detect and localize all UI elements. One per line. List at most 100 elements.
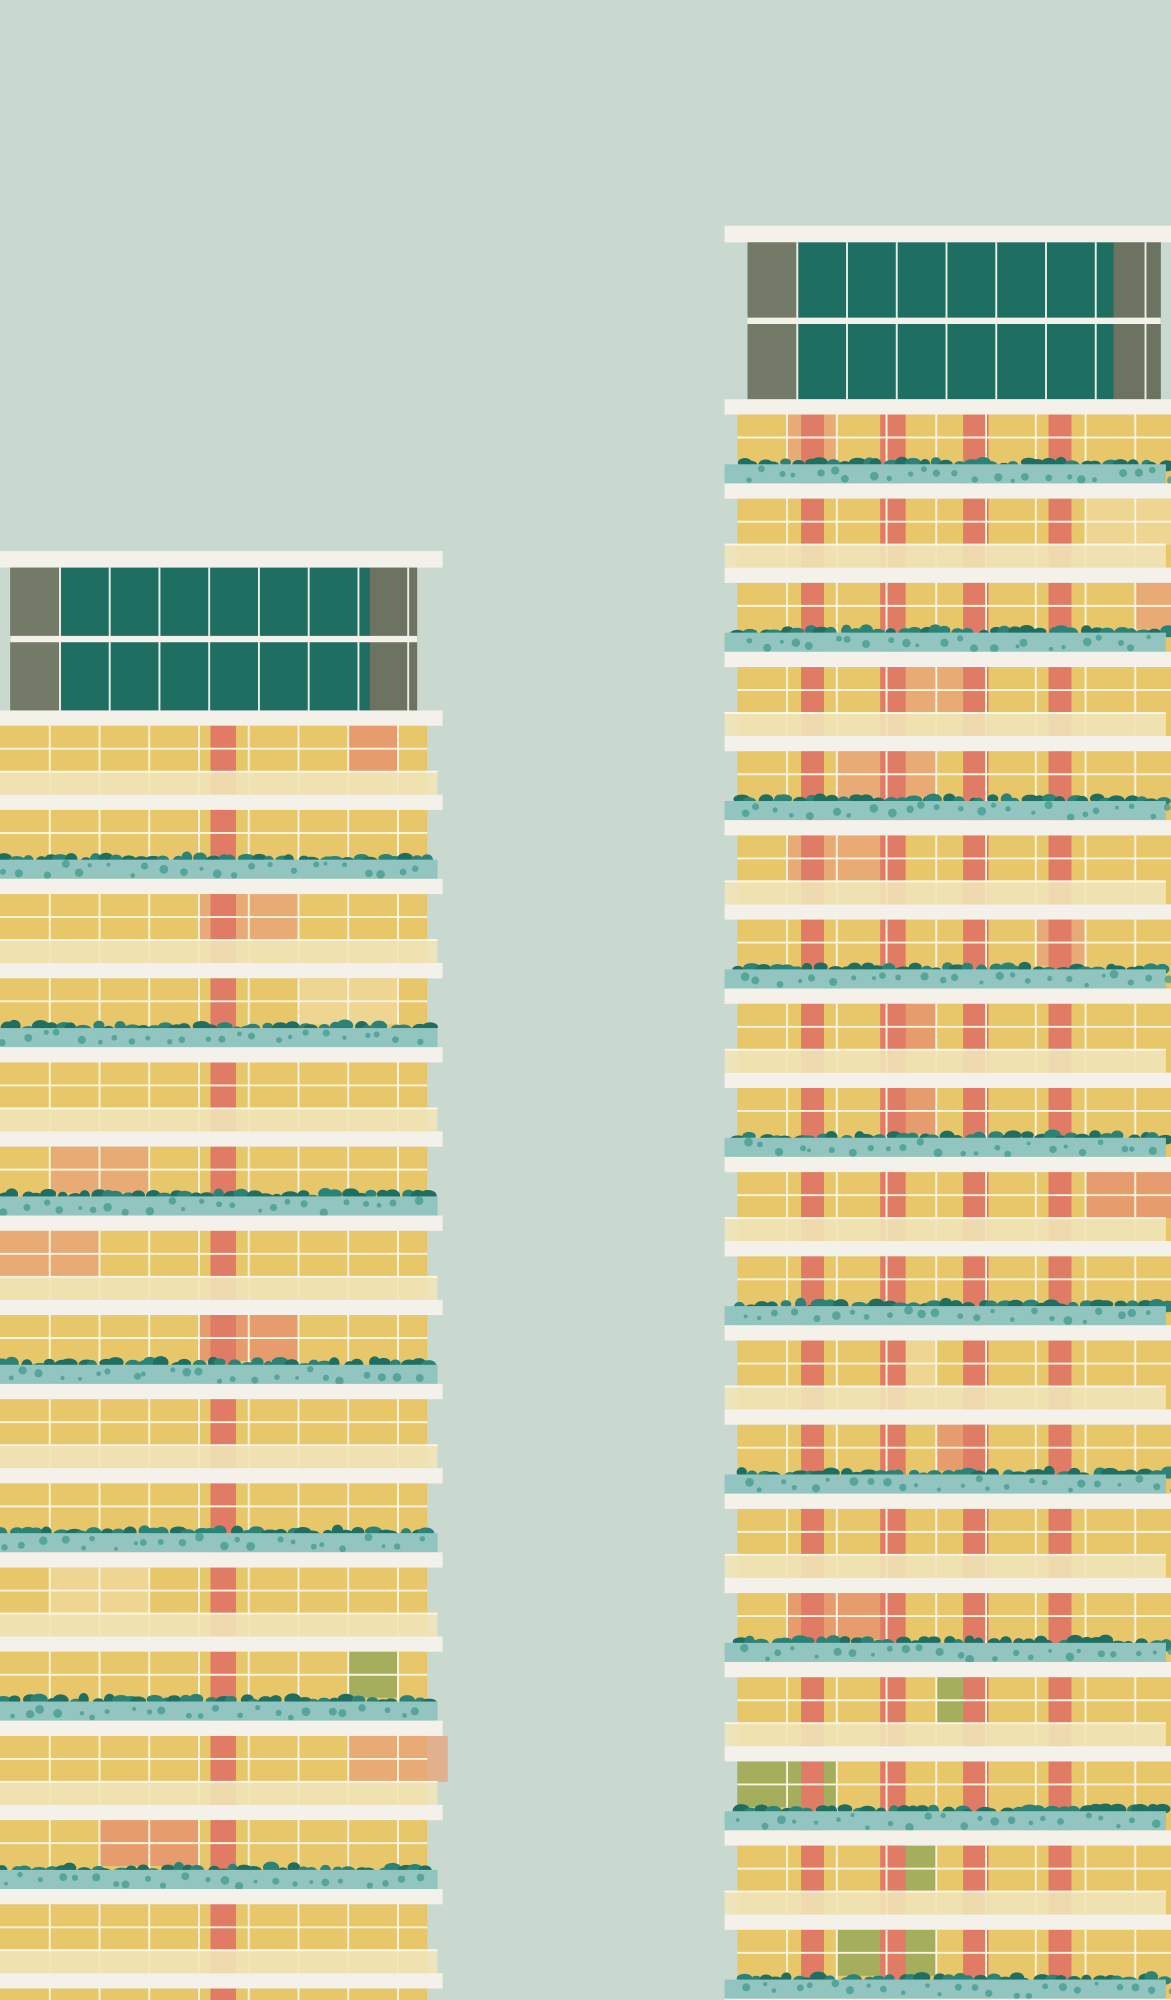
slab bbox=[724, 988, 1171, 1004]
foliage-dot bbox=[1061, 644, 1066, 650]
foliage-dot bbox=[763, 1981, 768, 1987]
foliage-dot bbox=[276, 1037, 282, 1044]
foliage-dot bbox=[832, 1311, 841, 1320]
foliage-dot bbox=[8, 1375, 14, 1381]
foliage-dot bbox=[940, 1812, 946, 1819]
column bbox=[210, 1988, 236, 2000]
slab bbox=[0, 1383, 443, 1400]
floor bbox=[0, 1383, 443, 1469]
floor bbox=[0, 878, 443, 964]
floor bbox=[724, 1493, 1171, 1578]
foliage-dot bbox=[1077, 1479, 1086, 1488]
foliage-dot bbox=[96, 1371, 102, 1377]
foliage-dot bbox=[392, 1373, 402, 1382]
foliage-dot bbox=[756, 1315, 762, 1321]
foliage-dot bbox=[886, 475, 893, 482]
foliage-dot bbox=[756, 1141, 763, 1148]
foliage-dot bbox=[965, 1654, 975, 1664]
railing bbox=[724, 881, 1166, 905]
foliage-dot bbox=[23, 1203, 31, 1212]
foliage-dot bbox=[899, 1483, 907, 1492]
foliage-dot bbox=[779, 639, 784, 644]
slab bbox=[0, 1131, 443, 1147]
foliage-dot bbox=[1127, 979, 1134, 986]
planter bbox=[724, 801, 1166, 821]
foliage-dot bbox=[977, 806, 987, 816]
foliage-dot bbox=[831, 466, 840, 475]
foliage-dot bbox=[319, 1542, 325, 1548]
foliage-dot bbox=[218, 1035, 226, 1043]
foliage-dot bbox=[295, 1376, 299, 1380]
foliage-dot bbox=[106, 862, 111, 867]
foliage-dot bbox=[1024, 977, 1031, 984]
floor bbox=[724, 1830, 1171, 1915]
foliage-dot bbox=[130, 873, 136, 878]
foliage-dot bbox=[1027, 1654, 1034, 1661]
foliage-dot bbox=[849, 1477, 859, 1486]
floor bbox=[724, 988, 1171, 1073]
foliage-dot bbox=[220, 1541, 229, 1551]
foliage-dot bbox=[302, 1029, 309, 1036]
foliage-dot bbox=[1093, 1480, 1101, 1488]
foliage-dot bbox=[366, 1882, 373, 1889]
foliage-dot bbox=[758, 465, 765, 473]
foliage-dot bbox=[933, 1148, 943, 1158]
foliage-dot bbox=[168, 1197, 177, 1205]
foliage-dot bbox=[363, 1371, 371, 1379]
foliage-dot bbox=[957, 1313, 964, 1320]
foliage-dot bbox=[1131, 1983, 1140, 1992]
foliage-dot bbox=[899, 1144, 907, 1152]
foliage-dot bbox=[960, 1150, 966, 1157]
foliage-dot bbox=[971, 1984, 979, 1991]
foliage-dot bbox=[887, 1312, 893, 1319]
foliage-dot bbox=[743, 1314, 748, 1319]
foliage-dot bbox=[216, 1378, 223, 1384]
foliage-dot bbox=[774, 1147, 784, 1157]
railing bbox=[0, 1950, 438, 1974]
foliage-dot bbox=[194, 1532, 204, 1542]
foliage-dot bbox=[936, 1487, 941, 1492]
foliage-dot bbox=[1135, 1475, 1144, 1483]
foliage-dot bbox=[145, 1206, 155, 1216]
foliage-dot bbox=[1005, 806, 1011, 812]
slab bbox=[724, 1577, 1171, 1594]
foliage-dot bbox=[310, 1543, 317, 1550]
foliage-dot bbox=[1068, 1487, 1073, 1493]
foliage-dot bbox=[145, 1035, 151, 1041]
foliage-dot bbox=[87, 863, 92, 868]
foliage-dot bbox=[216, 1201, 222, 1208]
foliage-dot bbox=[111, 1034, 118, 1041]
foliage-dot bbox=[417, 1038, 424, 1046]
foliage-dot bbox=[275, 1709, 282, 1716]
foliage-dot bbox=[55, 1206, 64, 1214]
foliage-dot bbox=[829, 977, 838, 986]
foliage-dot bbox=[284, 1198, 291, 1205]
foliage-dot bbox=[321, 1878, 330, 1887]
foliage-dot bbox=[178, 1036, 186, 1044]
floor bbox=[0, 1047, 443, 1132]
foliage-dot bbox=[935, 1647, 944, 1656]
foliage-dot bbox=[886, 1645, 893, 1652]
foliage-dot bbox=[1067, 474, 1073, 480]
foliage-dot bbox=[744, 1137, 753, 1147]
foliage-dot bbox=[867, 1477, 875, 1485]
tower bbox=[724, 225, 1171, 2000]
foliage-dot bbox=[913, 1483, 919, 1488]
foliage-dot bbox=[1009, 1317, 1015, 1322]
slab bbox=[0, 1720, 443, 1736]
foliage-dot bbox=[770, 1309, 778, 1317]
foliage-dot bbox=[1047, 975, 1053, 982]
foliage-dot bbox=[412, 865, 419, 872]
foliage-dot bbox=[751, 976, 760, 985]
slab bbox=[724, 1914, 1171, 1930]
foliage-dot bbox=[1015, 644, 1020, 649]
foliage-dot bbox=[1045, 474, 1053, 482]
slab bbox=[724, 904, 1171, 920]
foliage-dot bbox=[342, 862, 348, 868]
foliage-dot bbox=[364, 1533, 373, 1542]
foliage-dot bbox=[990, 802, 997, 808]
floor bbox=[724, 1914, 1171, 2000]
foliage-dot bbox=[1128, 803, 1135, 810]
foliage-dot bbox=[323, 861, 328, 866]
